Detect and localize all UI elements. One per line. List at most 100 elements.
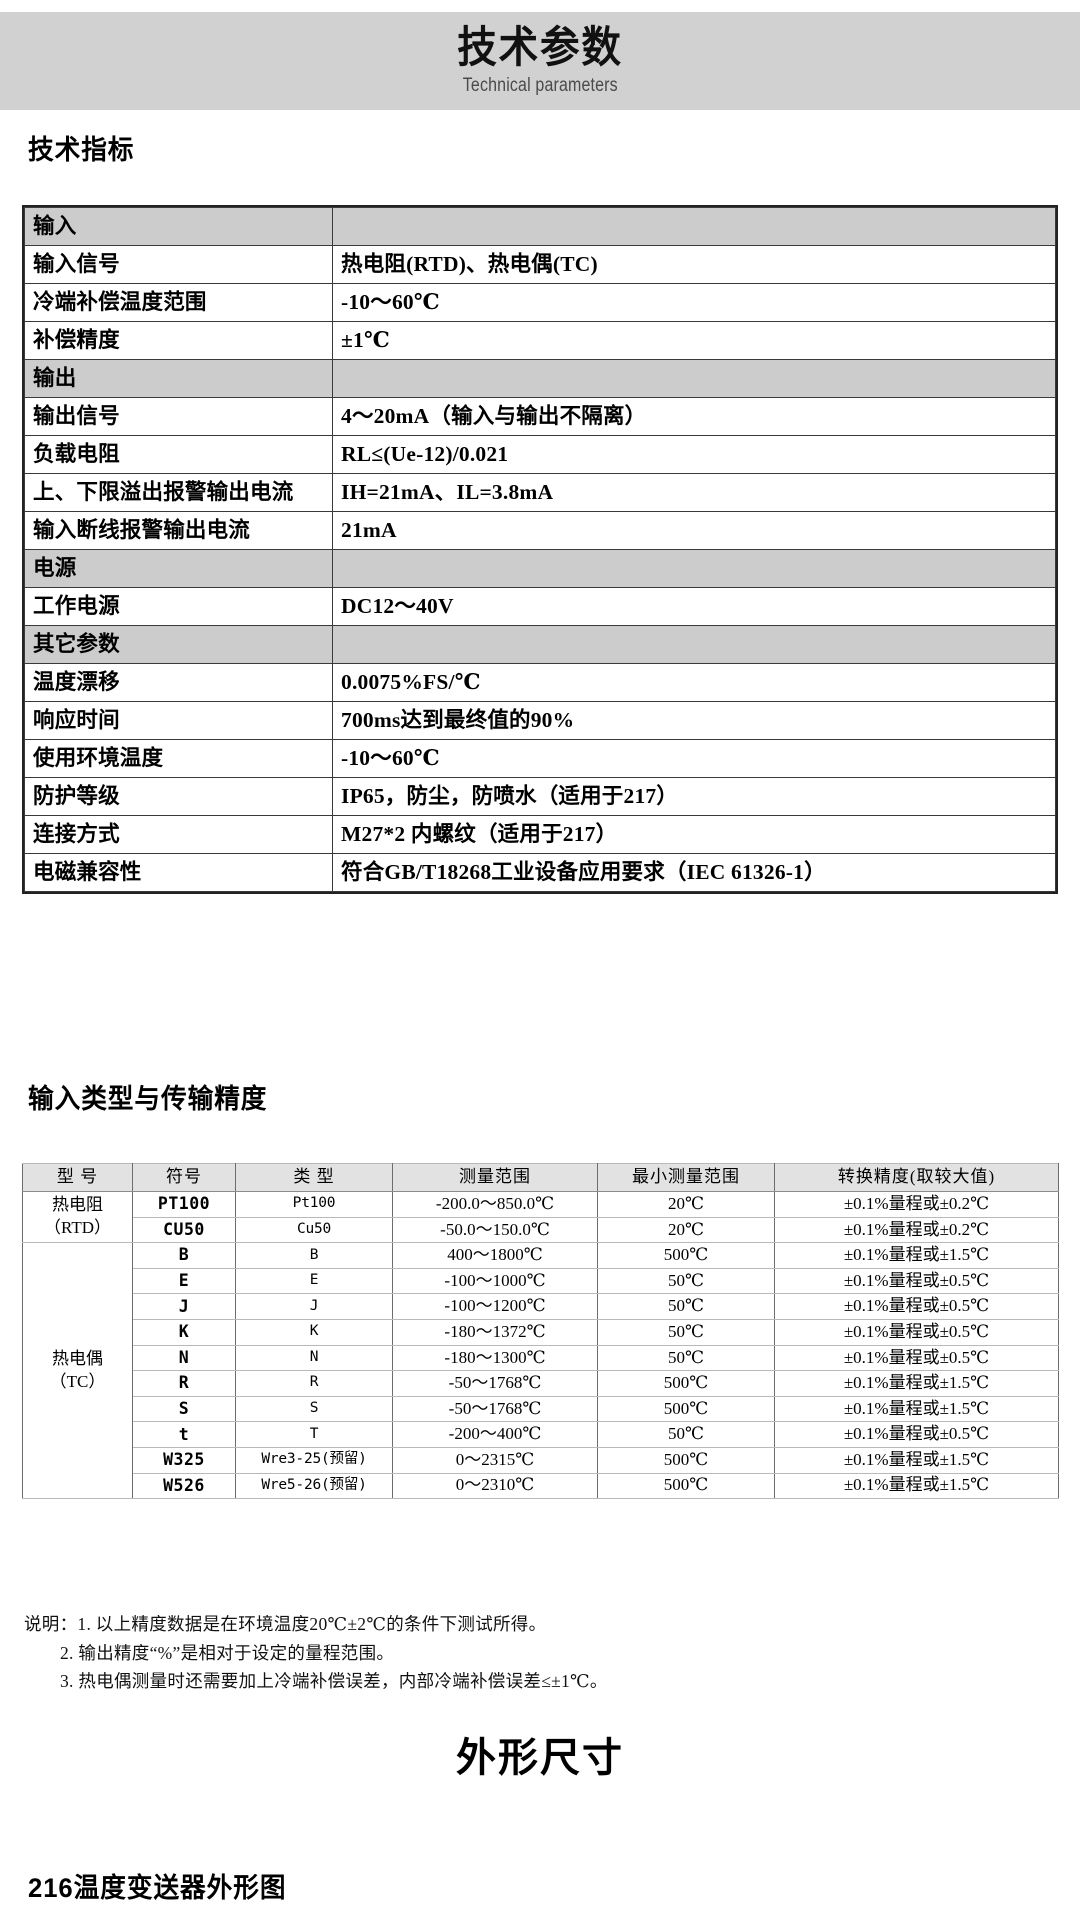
symbol-cell: t [132, 1421, 236, 1448]
table-row: 热电偶 （TC） B B 400～1800℃ 500℃ ±0.1%量程或±1.5℃ [22, 1242, 1059, 1500]
accuracy-cell: ±0.1%量程或±0.5℃ [774, 1293, 1059, 1320]
type-cell: Wre3-25(预留) [235, 1446, 393, 1474]
symbol-cell: J [132, 1293, 236, 1320]
spec-value-cell: RL≤(Ue-12)/0.021 [332, 435, 1056, 474]
spec-value-cell: 700ms达到最终值的90% [332, 701, 1056, 740]
spec-table-row: 温度漂移 0.0075%FS/℃ [24, 663, 1056, 702]
symbol-cell: CU50 [132, 1216, 236, 1244]
spec-table-row: 冷端补偿温度范围 -10～60℃ [24, 283, 1056, 322]
sensor-group-line1: 热电偶 [52, 1348, 103, 1368]
spec-value-cell: ±1℃ [332, 321, 1056, 360]
spec-label-cell: 输入信号 [24, 245, 333, 284]
banner-subtitle: Technical parameters [462, 75, 618, 97]
min-range-cell: 20℃ [597, 1216, 775, 1244]
table-row: E E -100～1000℃ 50℃ ±0.1%量程或±0.5℃ [23, 1267, 1059, 1295]
measuring-range-cell: 0～2315℃ [392, 1446, 598, 1474]
sensor-group-cell: 热电偶 （TC） [22, 1242, 133, 1500]
input-types-table: 型 号符号类 型测量范围 最小测量范围 转换精度(取较大值) 热电阻 （RTD） PT1… [22, 1163, 1059, 1500]
min-range-cell: 500℃ [597, 1370, 775, 1397]
note-line-1: 说明：1. 以上精度数据是在环境温度20℃±2℃的条件下测试所得。 [24, 1614, 547, 1634]
spec-table-row: 连接方式 M27*2 内螺纹（适用于217） [24, 815, 1056, 854]
spec-table-row: 输入信号 热电阻(RTD)、热电偶(TC) [24, 245, 1056, 284]
sensor-group-line2: （RTD） [44, 1218, 111, 1238]
spec-label-cell: 补偿精度 [24, 321, 333, 360]
spec-value-cell: -10～60℃ [332, 739, 1056, 778]
accuracy-cell: ±0.1%量程或±0.5℃ [774, 1267, 1059, 1295]
symbol-cell: E [132, 1267, 236, 1295]
measuring-range-cell: -200～400℃ [392, 1421, 598, 1448]
spec-table-row: 上、下限溢出报警输出电流 IH=21mA、IL=3.8mA [24, 473, 1056, 512]
spec-value-cell [332, 359, 1056, 398]
section-heading-dimensions: 外形尺寸 [456, 1736, 624, 1780]
spec-group-row: 电源 [24, 549, 1056, 588]
spec-value-cell [332, 549, 1056, 588]
spec-label-cell: 输出 [24, 359, 333, 398]
sensor-group-line2: （TC） [49, 1371, 106, 1391]
specification-table-body: 输入 输入信号 热电阻(RTD)、热电偶(TC) 冷端补偿温度范围 -10～60℃ 补偿精… [24, 207, 1056, 892]
note-line-2: 2. 输出精度“%”是相对于设定的量程范围。 [60, 1642, 395, 1663]
table-header-row: 型 号符号类 型测量范围 最小测量范围 转换精度(取较大值) [22, 1163, 1059, 1192]
accuracy-cell: ±0.1%量程或±1.5℃ [774, 1370, 1059, 1397]
type-cell: K [235, 1318, 393, 1346]
spec-value-cell: 21mA [332, 511, 1056, 550]
measuring-range-cell: -50～1768℃ [392, 1370, 598, 1397]
spec-value-cell: -10～60℃ [332, 283, 1056, 322]
spec-value-cell: IP65，防尘，防喷水（适用于217） [332, 777, 1056, 816]
column-header-2: 类 型 [235, 1163, 393, 1192]
min-range-cell: 500℃ [597, 1395, 775, 1423]
spec-label-cell: 输入断线报警输出电流 [24, 511, 333, 550]
spec-value-cell: 符合GB/T18268工业设备应用要求（IEC 61326-1） [332, 853, 1056, 892]
type-cell: E [235, 1267, 393, 1295]
spec-label-cell: 温度漂移 [24, 663, 333, 702]
column-header-5: 转换精度(取较大值) [774, 1163, 1059, 1192]
type-cell: Pt100 [235, 1191, 393, 1218]
spec-table-row: 防护等级 IP65，防尘，防喷水（适用于217） [24, 777, 1056, 816]
symbol-cell: PT100 [132, 1191, 236, 1218]
spec-table-row: 使用环境温度 -10～60℃ [24, 739, 1056, 778]
column-header-0: 型 号 [22, 1163, 133, 1192]
spec-table-row: 输出信号 4～20mA（输入与输出不隔离） [24, 397, 1056, 436]
spec-value-cell: M27*2 内螺纹（适用于217） [332, 815, 1056, 854]
symbol-cell: K [132, 1318, 236, 1346]
accuracy-cell: ±0.1%量程或±0.5℃ [774, 1421, 1059, 1448]
type-cell: N [235, 1344, 393, 1372]
spec-value-cell: DC12～40V [332, 587, 1056, 626]
accuracy-cell: ±0.1%量程或±1.5℃ [774, 1242, 1059, 1269]
spec-label-cell: 电磁兼容性 [24, 853, 333, 892]
specification-table-container: 输入 输入信号 热电阻(RTD)、热电偶(TC) 冷端补偿温度范围 -10～60℃ 补偿精… [22, 205, 1058, 894]
input-types-table-head: 型 号符号类 型测量范围 最小测量范围 转换精度(取较大值) [22, 1163, 1059, 1192]
type-cell: S [235, 1395, 393, 1423]
min-range-cell: 50℃ [597, 1344, 775, 1372]
section-heading-model-216-outline: 216温度变送器外形图 [28, 1873, 287, 1903]
sensor-group-cell: 热电阻 （RTD） [22, 1190, 133, 1244]
accuracy-cell: ±0.1%量程或±0.5℃ [774, 1344, 1059, 1372]
table-row: W526 Wre5-26(预留) 0～2310℃ 500℃ ±0.1%量程或±1.5℃ [23, 1472, 1059, 1500]
spec-value-cell [332, 207, 1056, 246]
page-banner: 技术参数 Technical parameters [0, 12, 1080, 110]
spec-table-row: 响应时间 700ms达到最终值的90% [24, 701, 1056, 740]
column-header-4: 最小测量范围 [597, 1163, 775, 1192]
spec-group-row: 输出 [24, 359, 1056, 398]
symbol-cell: R [132, 1370, 236, 1397]
spec-label-cell: 连接方式 [24, 815, 333, 854]
spec-table-row: 工作电源 DC12～40V [24, 587, 1056, 626]
accuracy-cell: ±0.1%量程或±1.5℃ [774, 1446, 1059, 1474]
symbol-cell: B [132, 1242, 236, 1269]
measuring-range-cell: -100～1000℃ [392, 1267, 598, 1295]
table-row: t T -200～400℃ 50℃ ±0.1%量程或±0.5℃ [23, 1421, 1059, 1448]
table-row: W325 Wre3-25(预留) 0～2315℃ 500℃ ±0.1%量程或±1.5℃ [23, 1446, 1059, 1474]
section-heading-input-type-accuracy: 输入类型与传输精度 [28, 1084, 268, 1114]
symbol-cell: N [132, 1344, 236, 1372]
spec-label-cell: 响应时间 [24, 701, 333, 740]
type-cell: Cu50 [235, 1216, 393, 1244]
spec-label-cell: 上、下限溢出报警输出电流 [24, 473, 333, 512]
measuring-range-cell: -100～1200℃ [392, 1293, 598, 1320]
spec-value-cell: 热电阻(RTD)、热电偶(TC) [332, 245, 1056, 284]
min-range-cell: 500℃ [597, 1472, 775, 1500]
min-range-cell: 50℃ [597, 1421, 775, 1448]
specification-table: 输入 输入信号 热电阻(RTD)、热电偶(TC) 冷端补偿温度范围 -10～60℃ 补偿精… [24, 207, 1056, 892]
sensor-group-line1: 热电阻 [52, 1195, 103, 1215]
type-cell: J [235, 1293, 393, 1320]
note-line-3: 3. 热电偶测量时还需要加上冷端补偿误差，内部冷端补偿误差≤±1℃。 [60, 1671, 608, 1691]
spec-label-cell: 输出信号 [24, 397, 333, 436]
